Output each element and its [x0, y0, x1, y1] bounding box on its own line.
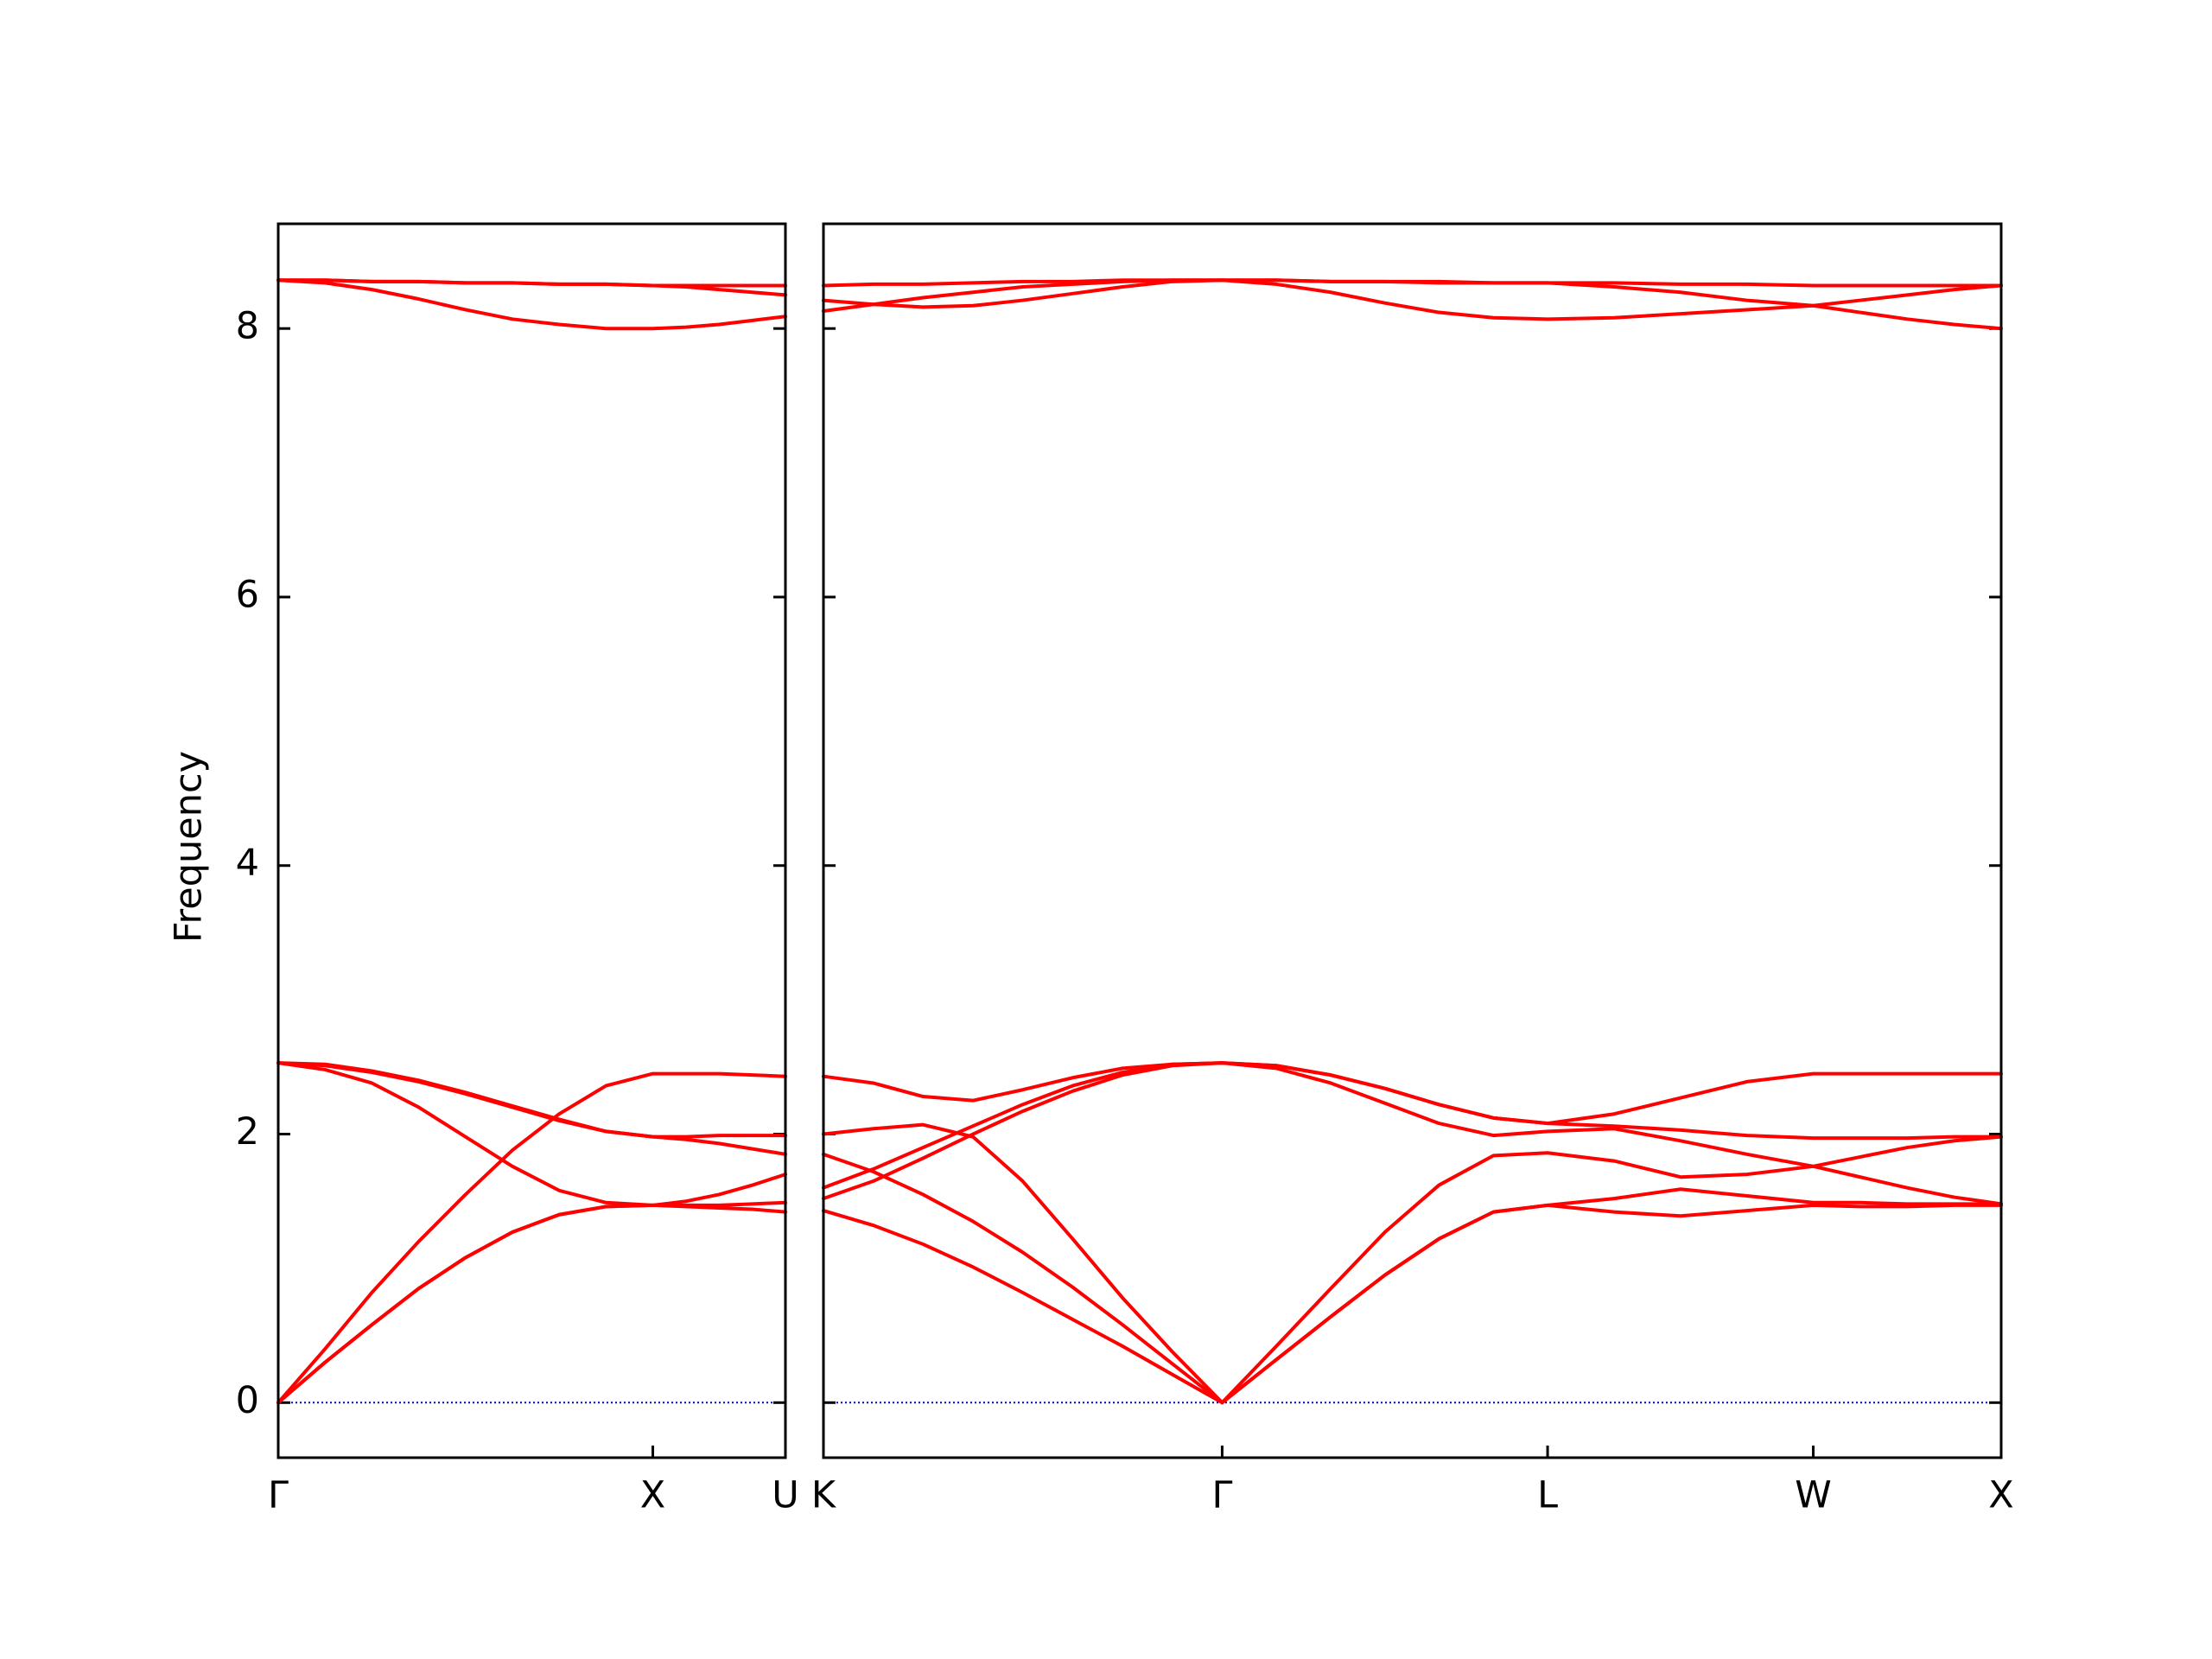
band-line	[822, 1203, 2003, 1405]
band-line	[822, 1061, 2003, 1201]
x-tick-label: U	[772, 1474, 798, 1517]
x-tick-label: X	[1988, 1474, 2013, 1517]
band-line	[276, 278, 787, 297]
y-tick-label: 6	[236, 573, 259, 616]
band-line	[822, 1122, 2003, 1405]
y-tick-label: 2	[236, 1110, 259, 1154]
band-line	[276, 1200, 787, 1405]
band-line	[276, 1061, 787, 1139]
band-line	[822, 278, 2003, 331]
x-tick-label: Γ	[1211, 1474, 1232, 1517]
band-line	[822, 1152, 2003, 1405]
plot-frame	[822, 222, 2003, 1459]
band-line	[276, 1203, 787, 1405]
x-tick-label: K	[811, 1474, 837, 1517]
y-tick-label: 0	[236, 1379, 259, 1422]
band-line	[822, 1061, 2003, 1206]
band-line	[822, 278, 2003, 321]
x-tick-label: Γ	[268, 1474, 289, 1517]
y-tick-label: 4	[236, 842, 259, 885]
plot-frame	[276, 222, 787, 1459]
x-tick-label: L	[1537, 1474, 1558, 1517]
band-line	[276, 278, 787, 331]
x-tick-label: W	[1795, 1474, 1832, 1517]
x-tick-label: X	[640, 1474, 665, 1517]
band-line	[276, 1071, 787, 1405]
y-axis-label: Frequency	[168, 751, 211, 943]
y-tick-label: 8	[236, 305, 259, 348]
band-line	[276, 1061, 787, 1207]
